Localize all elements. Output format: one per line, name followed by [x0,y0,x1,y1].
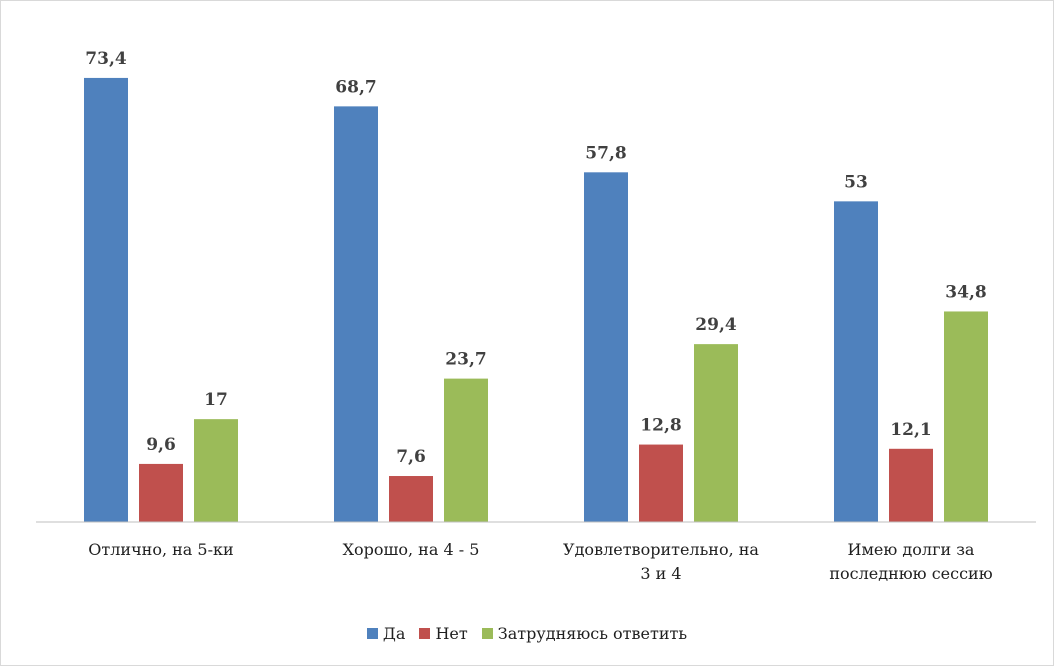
bar [834,201,878,522]
bar [639,444,683,522]
data-label: 12,1 [890,420,931,440]
legend-label: Затрудняюсь ответить [497,624,688,643]
data-label: 7,6 [396,447,426,467]
legend-item: Затрудняюсь ответить [481,624,688,643]
x-tick-label: Отлично, на 5-ки [88,540,234,559]
legend-swatch [481,628,493,639]
x-tick-label: Хорошо, на 4 - 5 [342,540,480,559]
bar [139,463,183,522]
x-tick-label: Имею долги за последнюю сессию [829,540,993,583]
data-label: 9,6 [146,435,176,455]
legend-swatch [419,628,431,639]
bar [584,172,628,522]
data-label: 73,4 [85,49,127,69]
legend: Да Нет Затрудняюсь ответить [0,624,1054,643]
data-label: 34,8 [945,282,986,302]
bar [389,476,433,522]
data-label: 17 [204,390,228,410]
bar [694,344,738,522]
legend-item: Да [366,624,406,643]
bar [889,448,933,522]
bar [334,106,378,523]
bar [84,77,128,523]
data-label: 57,8 [585,143,626,163]
x-tick-label: Удовлетворительно, на 3 и 4 [563,540,759,583]
data-label: 53 [844,172,868,192]
data-label: 23,7 [445,350,486,370]
legend-label: Нет [435,624,468,643]
data-label: 29,4 [695,315,737,335]
bar [194,419,238,522]
data-label: 12,8 [640,416,681,436]
legend-item: Нет [419,624,468,643]
legend-swatch [366,628,378,639]
legend-label: Да [382,624,406,643]
data-label: 68,7 [335,77,376,97]
bar [944,311,988,522]
bar [444,378,488,522]
